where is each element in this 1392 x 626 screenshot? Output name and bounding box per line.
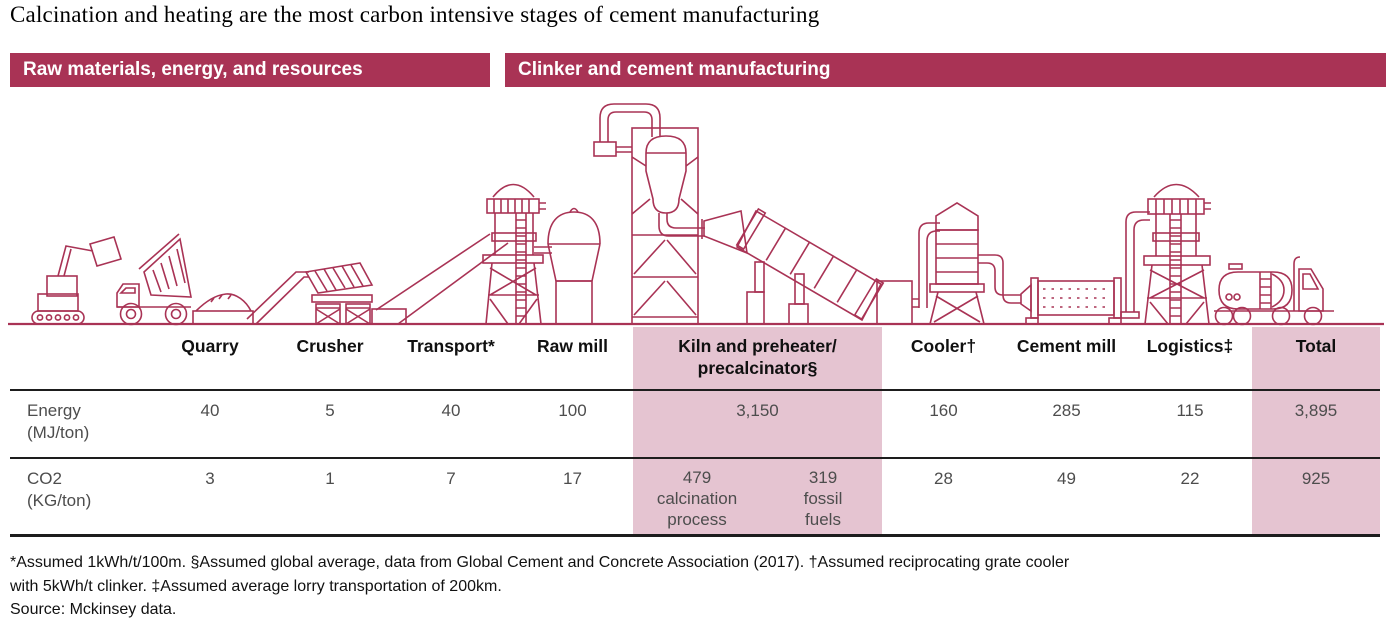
row-label-energy: Energy (MJ/ton)	[27, 401, 90, 442]
tanker-truck-icon	[1214, 256, 1334, 326]
total-column-highlight	[1252, 327, 1380, 537]
co2-logistics: 22	[1180, 469, 1200, 488]
kiln-column-highlight	[633, 327, 882, 537]
co2-crusher: 1	[325, 469, 335, 488]
col-header-cooler: Cooler†	[910, 336, 977, 356]
energy-kiln: 3,150	[736, 401, 779, 420]
col-header-raw-mill: Raw mill	[537, 336, 608, 356]
co2-total: 925	[1301, 469, 1331, 488]
crusher-icon	[246, 262, 374, 325]
stage-bar-clinker-cement: Clinker and cement manufacturing	[505, 53, 1386, 87]
energy-crusher: 5	[325, 401, 335, 420]
excavator-icon	[31, 236, 123, 325]
row-label-co2: CO2 (KG/ton)	[27, 469, 92, 510]
energy-cement-mill: 285	[1052, 401, 1081, 420]
source-line: Source: Mckinsey data.	[10, 601, 177, 618]
raw-mill-icon	[547, 207, 601, 325]
footnote-assumptions: *Assumed 1kWh/t/100m. §Assumed global av…	[10, 554, 1070, 595]
rotary-kiln-icon	[701, 207, 940, 325]
col-header-cement-mill: Cement mill	[1016, 336, 1117, 356]
transport-silo-icon	[482, 183, 552, 325]
energy-cooler: 160	[929, 401, 958, 420]
table-row-co2: CO2 (KG/ton) 3 1 7 17 479 calcination pr…	[10, 459, 1380, 537]
co2-quarry: 3	[205, 469, 215, 488]
footnotes: *Assumed 1kWh/t/100m. §Assumed global av…	[10, 551, 1095, 622]
energy-logistics: 115	[1176, 401, 1204, 420]
co2-transport: 7	[446, 469, 456, 488]
stockpile-icon	[192, 293, 254, 325]
col-header-transport: Transport*	[407, 336, 495, 356]
col-header-total: Total	[1295, 336, 1337, 356]
energy-raw-mill: 100	[558, 401, 587, 420]
stage-bar-raw-materials: Raw materials, energy, and resources	[10, 53, 490, 87]
co2-raw-mill: 17	[563, 469, 582, 488]
page-title: Calcination and heating are the most car…	[10, 2, 820, 27]
table-row-energy: Energy (MJ/ton) 40 5 40 100 3,150 160 28…	[10, 391, 1380, 459]
co2-kiln-fossil-fuels: 319 fossil fuels	[803, 468, 843, 529]
co2-cement-mill: 49	[1057, 469, 1076, 488]
process-illustration	[8, 103, 1384, 326]
col-header-empty	[10, 327, 150, 389]
col-header-kiln-preheater: Kiln and preheater/ precalcinator§	[678, 336, 837, 378]
cement-mill-icon	[1020, 211, 1150, 325]
col-header-crusher: Crusher	[296, 336, 364, 356]
table-header-row: Quarry Crusher Transport* Raw mill Kiln …	[10, 327, 1380, 391]
co2-kiln-calcination: 479 calcination process	[656, 468, 738, 529]
logistics-silo-icon	[1143, 183, 1211, 325]
energy-transport: 40	[441, 401, 461, 420]
energy-total: 3,895	[1294, 401, 1338, 420]
energy-quarry: 40	[200, 401, 220, 420]
preheater-tower-icon	[593, 103, 705, 325]
col-header-logistics: Logistics‡	[1146, 336, 1234, 356]
col-header-quarry: Quarry	[181, 336, 239, 356]
co2-kiln-breakdown: 479 calcination process 319 fossil fuels	[633, 459, 882, 534]
cooler-icon	[929, 202, 1021, 325]
dump-truck-icon	[116, 233, 192, 326]
co2-cooler: 28	[934, 469, 953, 488]
